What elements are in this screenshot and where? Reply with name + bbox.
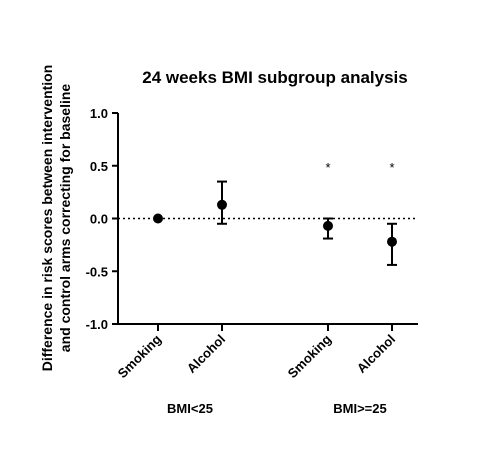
data-point bbox=[387, 236, 397, 247]
x-category-label: Smoking bbox=[285, 331, 334, 380]
y-tick-label: 0.0 bbox=[90, 212, 108, 227]
x-category-label: Alcohol bbox=[354, 332, 398, 376]
y-tick-label: -0.5 bbox=[86, 264, 108, 279]
significance-marker: * bbox=[389, 160, 394, 175]
x-axis-groups: BMI<25 BMI>=25 bbox=[167, 401, 387, 416]
x-group-label: BMI<25 bbox=[167, 401, 213, 416]
data-points: * * bbox=[153, 160, 397, 266]
data-point bbox=[153, 213, 163, 224]
x-category-label: Alcohol bbox=[184, 332, 228, 376]
x-group-label: BMI>=25 bbox=[333, 401, 386, 416]
x-category-label: Smoking bbox=[115, 331, 164, 380]
significance-marker: * bbox=[325, 160, 330, 175]
y-tick-label: 0.5 bbox=[90, 159, 108, 174]
x-axis-categories: Smoking Alcohol Smoking Alcohol bbox=[115, 324, 398, 381]
chart-title: 24 weeks BMI subgroup analysis bbox=[142, 68, 407, 87]
y-tick-label: -1.0 bbox=[86, 317, 108, 332]
y-tick-label: 1.0 bbox=[90, 106, 108, 121]
y-axis-title: Difference in risk scores between interv… bbox=[39, 65, 73, 372]
data-point bbox=[323, 220, 333, 231]
y-axis-title-line-2: and control arms correcting for baseline bbox=[57, 84, 73, 353]
y-axis-ticks: 1.0 0.5 0.0 -0.5 -1.0 bbox=[86, 106, 118, 332]
data-point bbox=[217, 199, 227, 210]
y-axis-title-line-1: Difference in risk scores between interv… bbox=[39, 65, 55, 372]
